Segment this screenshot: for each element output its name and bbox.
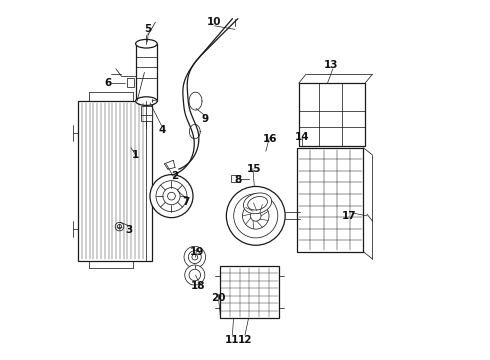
Circle shape xyxy=(234,194,278,238)
Text: 13: 13 xyxy=(324,60,338,70)
Text: 1: 1 xyxy=(132,150,139,160)
Text: 19: 19 xyxy=(190,247,204,257)
Ellipse shape xyxy=(136,97,157,105)
Circle shape xyxy=(188,251,201,264)
Bar xyxy=(141,107,152,121)
Ellipse shape xyxy=(248,197,268,210)
Circle shape xyxy=(163,188,180,205)
Text: 4: 4 xyxy=(159,125,166,135)
Bar xyxy=(231,175,240,182)
Text: 10: 10 xyxy=(207,17,222,27)
Bar xyxy=(220,266,279,318)
Circle shape xyxy=(192,254,197,260)
Circle shape xyxy=(184,246,205,268)
Bar xyxy=(136,44,157,101)
Circle shape xyxy=(226,186,285,245)
Circle shape xyxy=(185,265,205,285)
Text: 3: 3 xyxy=(125,225,132,235)
Bar xyxy=(78,101,152,261)
Ellipse shape xyxy=(244,193,271,214)
Circle shape xyxy=(168,192,175,200)
Text: 12: 12 xyxy=(238,334,252,345)
Text: 2: 2 xyxy=(172,171,179,181)
Text: 8: 8 xyxy=(234,175,242,185)
Bar xyxy=(297,148,364,252)
Text: 18: 18 xyxy=(191,281,206,291)
Text: 11: 11 xyxy=(225,334,240,345)
Text: 14: 14 xyxy=(295,132,310,142)
Text: 9: 9 xyxy=(202,114,209,124)
Circle shape xyxy=(115,222,124,231)
Text: 20: 20 xyxy=(211,293,225,303)
Circle shape xyxy=(243,203,269,229)
Text: 5: 5 xyxy=(145,24,152,35)
Ellipse shape xyxy=(136,40,157,48)
Circle shape xyxy=(117,225,122,229)
Circle shape xyxy=(150,175,193,218)
Circle shape xyxy=(189,269,200,281)
Text: 6: 6 xyxy=(104,78,112,88)
Bar xyxy=(126,78,134,87)
Bar xyxy=(299,83,365,146)
Circle shape xyxy=(156,181,187,212)
Text: 7: 7 xyxy=(182,197,190,207)
Text: 17: 17 xyxy=(342,211,356,221)
Text: 15: 15 xyxy=(247,164,261,174)
Circle shape xyxy=(250,211,261,221)
Text: 16: 16 xyxy=(263,134,277,144)
